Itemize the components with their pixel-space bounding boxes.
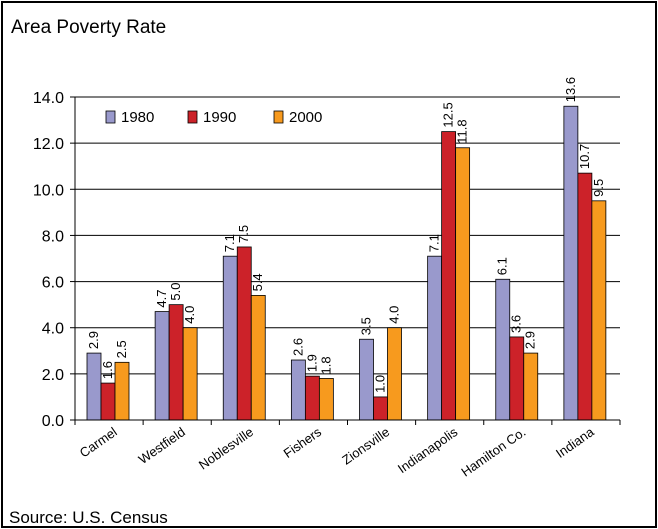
data-label: 10.7 [577,144,592,169]
category-label: Carmel [77,424,120,460]
legend-label-1980: 1980 [121,109,154,126]
data-label: 1.9 [304,354,319,372]
bar-2000-carmel [114,361,130,421]
chart-title: Area Poverty Rate [11,17,167,38]
category-label: Zionsville [339,424,392,467]
bar-1990-westfield [168,304,184,421]
legend-swatch-1980 [105,110,116,124]
data-label: 2.9 [86,331,101,349]
bar-1990-zionsville [373,396,388,421]
data-label: 3.5 [359,317,374,335]
data-label: 4.0 [387,306,402,324]
y-tick-label: 10.0 [33,182,64,199]
data-label: 7.1 [222,234,237,252]
bar-1980-indiana [563,105,579,421]
data-label: 1.8 [318,356,333,374]
bar-1990-hamilton-co- [509,336,525,421]
y-tick-label: 14.0 [33,90,64,107]
data-label: 7.1 [427,234,442,252]
data-label: 13.6 [563,77,578,102]
bar-1990-carmel [100,382,116,421]
category-label: Indianapolis [395,424,461,476]
legend-swatch-2000 [273,110,284,124]
bars [86,105,607,421]
bar-1980-westfield [154,311,170,421]
source-note: Source: U.S. Census [9,508,168,527]
data-label: 2.9 [523,331,538,349]
legend-label-2000: 2000 [289,109,322,126]
data-label: 12.5 [441,102,456,127]
bar-2000-noblesville [250,295,266,421]
bar-2000-zionsville [387,327,402,421]
bar-1980-hamilton-co- [495,278,511,421]
y-tick-label: 2.0 [42,367,64,384]
data-label: 4.0 [182,306,197,324]
data-label: 4.7 [154,289,169,307]
bar-1990-noblesville [236,246,252,421]
data-label: 9.5 [591,179,606,197]
data-label: 2.6 [290,338,305,356]
data-label: 2.5 [114,340,129,358]
data-label: 6.1 [495,257,510,275]
y-tick-label: 4.0 [42,321,64,338]
bar-2000-indiana [591,200,607,421]
category-label: Hamilton Co. [458,424,528,479]
legend-swatch-1990 [187,110,198,124]
data-label: 5.0 [168,283,183,301]
y-tick-label: 6.0 [42,275,64,292]
bar-1980-indianapolis [427,255,443,421]
y-tick-label: 8.0 [42,228,64,245]
bar-1980-zionsville [359,338,374,421]
data-label: 11.8 [455,119,470,143]
data-label: 1.6 [100,361,115,379]
bar-2000-fishers [318,378,334,421]
category-label: Westfield [136,424,188,467]
category-label: Noblesville [196,424,256,472]
legend-label-1990: 1990 [203,109,236,126]
bar-1980-noblesville [222,255,238,421]
data-label: 1.0 [373,375,388,393]
bar-1980-fishers [290,359,306,421]
bar-1980-carmel [86,352,102,421]
axes: 0.0 2.0 4.0 6.0 8.0 10.0 12.0 14.0 Carmel Westfie… [33,90,621,480]
category-label: Fishers [281,424,325,461]
bar-1990-indiana [577,172,593,421]
data-label: 5.4 [250,273,265,291]
bar-2000-westfield [182,327,198,421]
category-label: Indiana [553,424,597,461]
y-tick-label: 0.0 [42,413,64,430]
data-label: 7.5 [236,225,251,243]
y-tick-label: 12.0 [33,136,64,153]
bar-1990-indianapolis [441,131,457,421]
legend: 1980 1990 2000 [105,109,322,126]
bar-2000-hamilton-co- [523,352,539,421]
bar-1990-fishers [304,375,320,421]
labels: 2.91.62.54.7 5.04.07.17.55.42.61.9 1.83.51… [86,77,606,393]
data-label: 3.6 [509,315,524,333]
bar-2000-indianapolis [455,147,471,421]
